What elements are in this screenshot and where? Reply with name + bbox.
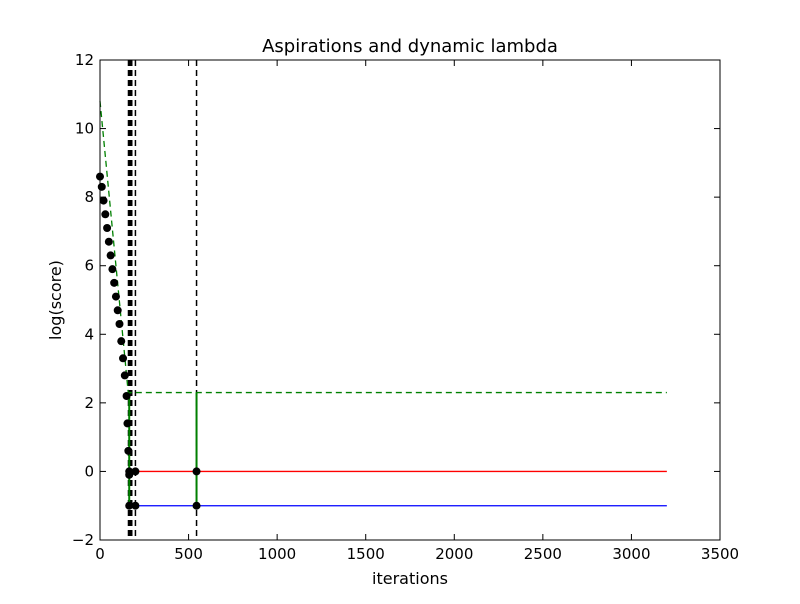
series-point-4-2 <box>99 196 108 205</box>
series-point-4-5 <box>104 237 113 246</box>
series-point-5-2 <box>192 467 201 476</box>
y-tick-label-0: −2 <box>72 531 94 549</box>
series-point-4-9 <box>111 292 120 301</box>
x-tick-label-2: 1000 <box>258 545 296 563</box>
x-tick-label-1: 500 <box>174 545 203 563</box>
x-tick-label-4: 2000 <box>435 545 473 563</box>
y-tick-label-7: 12 <box>75 51 94 69</box>
series-point-4-12 <box>117 337 126 346</box>
x-axis-label: iterations <box>372 569 448 588</box>
series-point-4-13 <box>119 354 128 363</box>
plot-frame <box>99 59 721 541</box>
series-point-4-1 <box>97 182 106 191</box>
series-point-4-16 <box>123 419 132 428</box>
series-point-4-11 <box>115 320 124 328</box>
series-point-4-6 <box>106 251 115 260</box>
x-tick-label-5: 2500 <box>524 545 562 563</box>
x-tick-label-7: 3500 <box>701 545 739 563</box>
series-point-5-1 <box>131 467 140 476</box>
y-axis-label: log(score) <box>46 260 65 340</box>
y-tick-label-5: 8 <box>84 188 94 206</box>
series-point-5-4 <box>131 501 140 510</box>
y-tick-label-2: 2 <box>84 394 94 412</box>
x-tick-label-3: 1500 <box>347 545 385 563</box>
series-point-4-4 <box>103 224 112 232</box>
y-tick-label-4: 6 <box>84 257 94 275</box>
chart-title: Aspirations and dynamic lambda <box>262 36 558 57</box>
series-point-5-3 <box>125 501 134 510</box>
series-point-4-14 <box>120 371 129 380</box>
series-point-4-15 <box>122 392 131 400</box>
y-tick-label-1: 0 <box>84 462 94 480</box>
x-tick-label-6: 3000 <box>612 545 650 563</box>
series-point-4-17 <box>124 446 133 455</box>
series-point-4-7 <box>108 265 117 274</box>
series-point-5-0 <box>125 467 134 476</box>
x-tick-label-0: 0 <box>95 545 105 563</box>
series-point-5-5 <box>192 501 201 510</box>
y-tick-label-3: 4 <box>84 325 94 343</box>
series-point-4-3 <box>101 210 110 219</box>
series-point-4-10 <box>113 306 122 315</box>
y-tick-label-6: 10 <box>75 120 94 138</box>
series-point-4-8 <box>110 278 119 287</box>
